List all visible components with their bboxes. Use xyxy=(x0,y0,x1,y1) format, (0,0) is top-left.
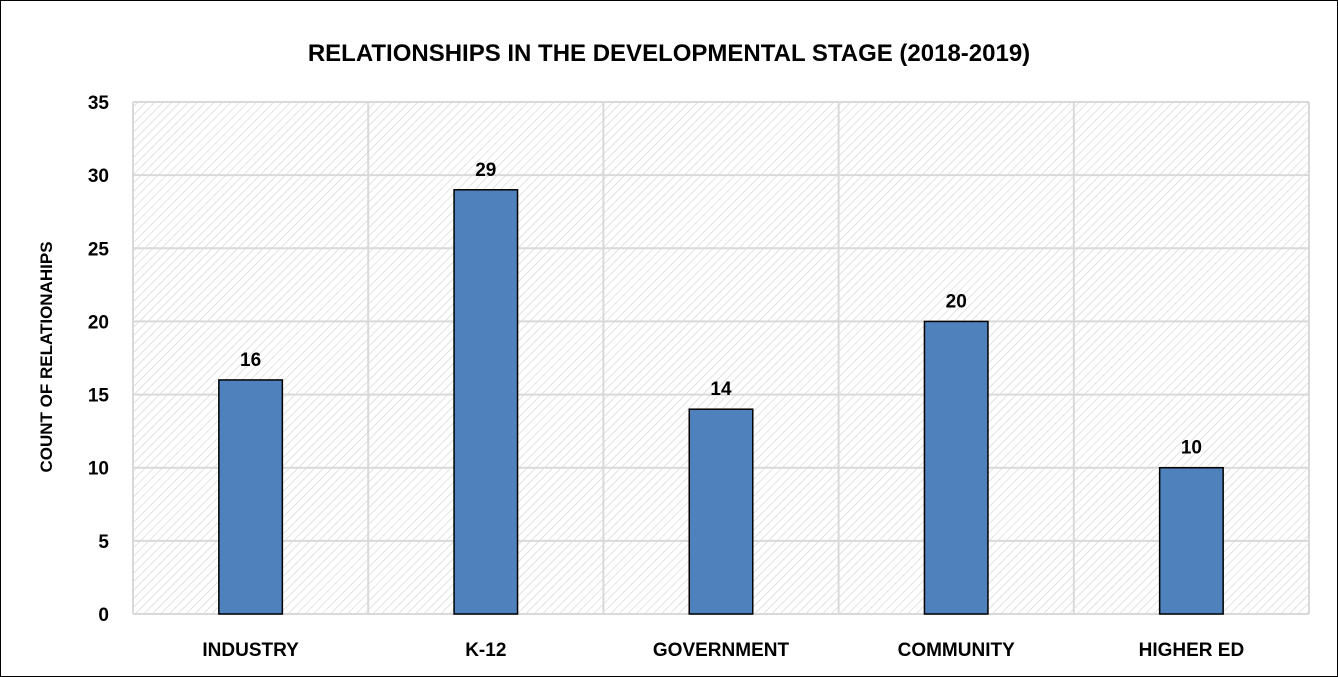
data-label: 14 xyxy=(710,379,732,400)
bar xyxy=(1158,466,1224,615)
y-tick-label: 30 xyxy=(88,166,109,187)
data-label: 10 xyxy=(1181,438,1202,459)
y-tick-label: 5 xyxy=(98,532,109,553)
y-tick-label: 10 xyxy=(88,459,109,480)
y-tick-label: 0 xyxy=(98,605,109,626)
bar xyxy=(453,189,519,615)
y-axis-label: COUNT OF RELATIONAHIPS xyxy=(37,241,56,472)
plot-area: 0 5 10 15 20 25 30 35 16 INDUSTRY 29 K-12 14 GOVERNME… xyxy=(88,93,1310,661)
bar xyxy=(923,320,989,615)
y-tick-label: 35 xyxy=(88,93,110,114)
y-tick-label: 25 xyxy=(88,239,110,260)
chart-title: RELATIONSHIPS IN THE DEVELOPMENTAL STAGE… xyxy=(308,40,1030,67)
y-tick-label: 20 xyxy=(88,312,109,333)
x-tick-label: HIGHER ED xyxy=(1139,640,1245,661)
x-tick-label: K-12 xyxy=(465,640,506,661)
x-tick-label: INDUSTRY xyxy=(202,640,299,661)
data-label: 20 xyxy=(946,291,967,312)
x-tick-label: COMMUNITY xyxy=(898,640,1015,661)
x-tick-label: GOVERNMENT xyxy=(653,640,790,661)
data-label: 29 xyxy=(475,160,496,181)
y-tick-label: 15 xyxy=(88,386,110,407)
data-label: 16 xyxy=(240,350,261,371)
bar xyxy=(688,408,754,615)
bar xyxy=(218,379,284,615)
